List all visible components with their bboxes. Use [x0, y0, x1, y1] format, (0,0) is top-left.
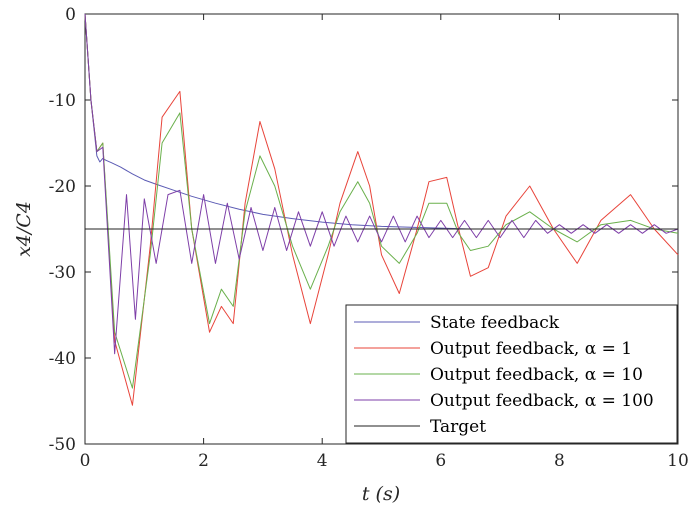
x-tick-label: 0 [80, 451, 91, 471]
legend-label: Output feedback, α = 100 [430, 391, 654, 411]
x-axis-label: t (s) [362, 483, 400, 505]
legend-label: Output feedback, α = 1 [430, 339, 632, 359]
plot-lines [84, 13, 679, 406]
legend-label: Output feedback, α = 10 [430, 365, 643, 385]
y-tick-label: -50 [49, 435, 76, 455]
x-tick-label: 2 [198, 451, 209, 471]
legend-label: State feedback [430, 313, 560, 333]
y-tick-label: -30 [49, 263, 76, 283]
y-axis: 0 -10 -20 -30 -40 -50 [49, 5, 678, 455]
x-tick-label: 4 [317, 451, 328, 471]
y-axis-label: x4/C4 [13, 201, 35, 257]
legend: State feedback Output feedback, α = 1 Outp… [345, 304, 678, 444]
x-tick-label: 8 [554, 451, 565, 471]
y-tick-label: -40 [49, 349, 76, 369]
legend-label: Target [430, 417, 486, 437]
x-tick-label: 6 [435, 451, 446, 471]
series-line-3 [84, 13, 679, 355]
y-tick-label: 0 [65, 5, 76, 25]
y-tick-label: -10 [49, 91, 76, 111]
x-tick-label: 10 [667, 451, 689, 471]
y-tick-label: -20 [49, 177, 76, 197]
